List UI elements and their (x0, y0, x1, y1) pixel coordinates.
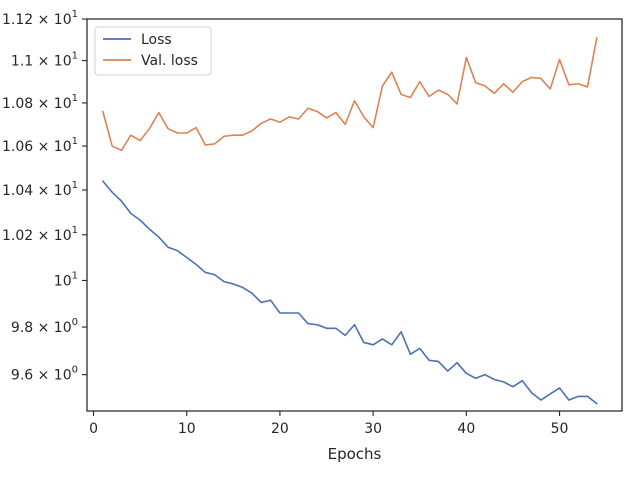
series-line-loss (102, 180, 598, 405)
y-tick-label: 9.8 × 100 (11, 317, 78, 336)
y-tick-label: 1.1 × 101 (11, 51, 78, 70)
y-tick-label: 1.12 × 101 (2, 9, 78, 28)
x-tick-label: 10 (178, 421, 196, 437)
y-tick-label: 1.08 × 101 (2, 93, 78, 112)
y-tick-label: 101 (54, 270, 78, 289)
x-tick-label: 50 (551, 421, 569, 437)
series-line-val-loss (102, 36, 598, 152)
legend-label: Loss (141, 32, 172, 48)
x-tick-label: 30 (364, 421, 382, 437)
x-axis: 0 10 20 30 40 50 (89, 411, 568, 437)
y-tick-label: 1.06 × 101 (2, 136, 78, 155)
legend: Loss Val. loss (94, 26, 212, 76)
y-tick-label: 1.02 × 101 (2, 225, 78, 244)
y-tick-label: 9.6 × 100 (11, 365, 78, 384)
x-axis-label: Epochs (328, 445, 382, 463)
legend-label: Val. loss (141, 53, 198, 69)
x-tick-label: 0 (89, 421, 98, 437)
plot-frame (86, 18, 623, 412)
y-axis: 9.6 × 100 9.8 × 100 101 1.02 × 101 1.04 × 10… (2, 9, 87, 384)
x-tick-label: 40 (457, 421, 475, 437)
y-tick-label: 1.04 × 101 (2, 180, 78, 199)
series-layer (102, 36, 598, 405)
x-tick-label: 20 (271, 421, 289, 437)
